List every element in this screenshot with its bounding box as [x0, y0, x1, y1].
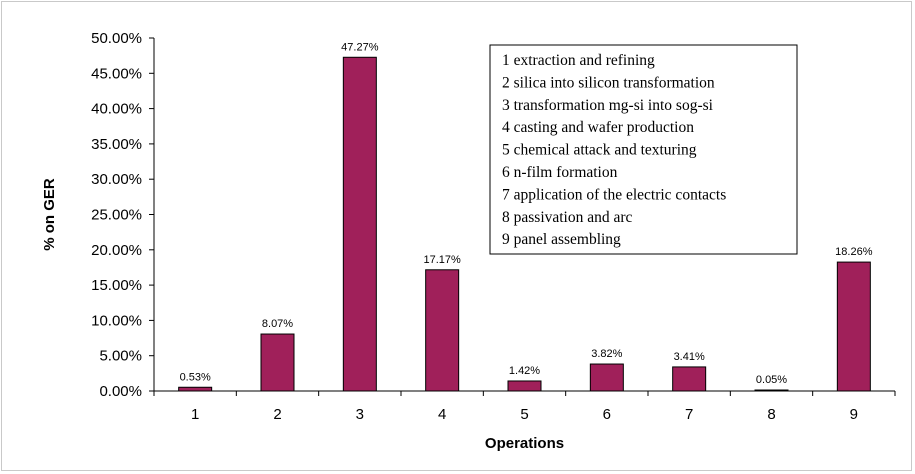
- legend-item: 6 n-film formation: [502, 164, 618, 181]
- legend: 1 extraction and refining 2 silica into s…: [489, 44, 798, 255]
- bar: [836, 261, 871, 392]
- y-tick-label: 0.00%: [99, 383, 142, 400]
- x-tick-label: 2: [273, 406, 281, 423]
- y-tick-label: 10.00%: [91, 312, 142, 329]
- x-tick-label: 6: [603, 406, 611, 423]
- bar: [425, 269, 460, 392]
- plot-area: 0.00% 5.00% 10.00% 15.00% 20.00% 25.00% 30.00%…: [91, 30, 896, 423]
- bar: [178, 386, 213, 392]
- y-tick-label: 15.00%: [91, 277, 142, 294]
- x-tick-label: 3: [356, 406, 364, 423]
- data-label: 18.26%: [835, 246, 873, 258]
- x-axis-ticks: 1 2 3 4 5 6 7 8 9: [153, 391, 896, 423]
- bar: [507, 380, 542, 392]
- legend-item: 1 extraction and refining: [502, 52, 655, 69]
- legend-box: [489, 44, 798, 255]
- bar-series: [178, 56, 871, 392]
- x-axis-title: Operations: [485, 435, 564, 452]
- bar: [672, 366, 707, 392]
- bar: [342, 56, 377, 392]
- data-label: 0.53%: [180, 371, 211, 383]
- y-tick-label: 50.00%: [91, 30, 142, 47]
- data-label: 0.05%: [756, 374, 787, 386]
- legend-items: 1 extraction and refining 2 silica into s…: [502, 52, 726, 248]
- y-tick-label: 35.00%: [91, 136, 142, 153]
- x-tick-label: 7: [685, 406, 693, 423]
- x-tick-label: 5: [520, 406, 528, 423]
- x-tick-label: 1: [191, 406, 199, 423]
- y-tick-label: 20.00%: [91, 242, 142, 259]
- y-axis-title: % on GER: [41, 178, 58, 251]
- data-label: 3.82%: [591, 348, 622, 360]
- legend-item: 8 passivation and arc: [502, 209, 633, 226]
- bar: [754, 389, 789, 392]
- data-label: 47.27%: [341, 41, 379, 53]
- data-labels: 0.53% 8.07% 47.27% 17.17% 1.42% 3.82% 3.41% 0.0…: [180, 41, 873, 386]
- x-tick-label: 9: [850, 406, 858, 423]
- legend-item: 7 application of the electric contacts: [502, 186, 726, 203]
- bar: [589, 363, 624, 392]
- y-tick-label: 30.00%: [91, 171, 142, 188]
- x-tick-label: 4: [438, 406, 446, 423]
- legend-item: 4 casting and wafer production: [502, 119, 694, 136]
- y-tick-label: 25.00%: [91, 207, 142, 224]
- legend-item: 9 panel assembling: [502, 231, 621, 248]
- legend-item: 3 transformation mg-si into sog-si: [502, 97, 714, 114]
- x-tick-label: 8: [767, 406, 775, 423]
- bar: [260, 333, 295, 392]
- y-axis-ticks: 0.00% 5.00% 10.00% 15.00% 20.00% 25.00% 30.00%…: [91, 30, 154, 400]
- data-label: 8.07%: [262, 318, 293, 330]
- y-tick-label: 40.00%: [91, 101, 142, 118]
- data-label: 17.17%: [424, 254, 462, 266]
- y-tick-label: 45.00%: [91, 65, 142, 82]
- data-label: 3.41%: [674, 351, 705, 363]
- legend-item: 5 chemical attack and texturing: [502, 142, 697, 159]
- y-tick-label: 5.00%: [99, 348, 142, 365]
- legend-item: 2 silica into silicon transformation: [502, 74, 715, 91]
- data-label: 1.42%: [509, 365, 540, 377]
